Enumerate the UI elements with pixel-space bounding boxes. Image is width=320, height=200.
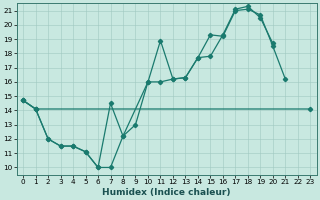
X-axis label: Humidex (Indice chaleur): Humidex (Indice chaleur) <box>102 188 231 197</box>
